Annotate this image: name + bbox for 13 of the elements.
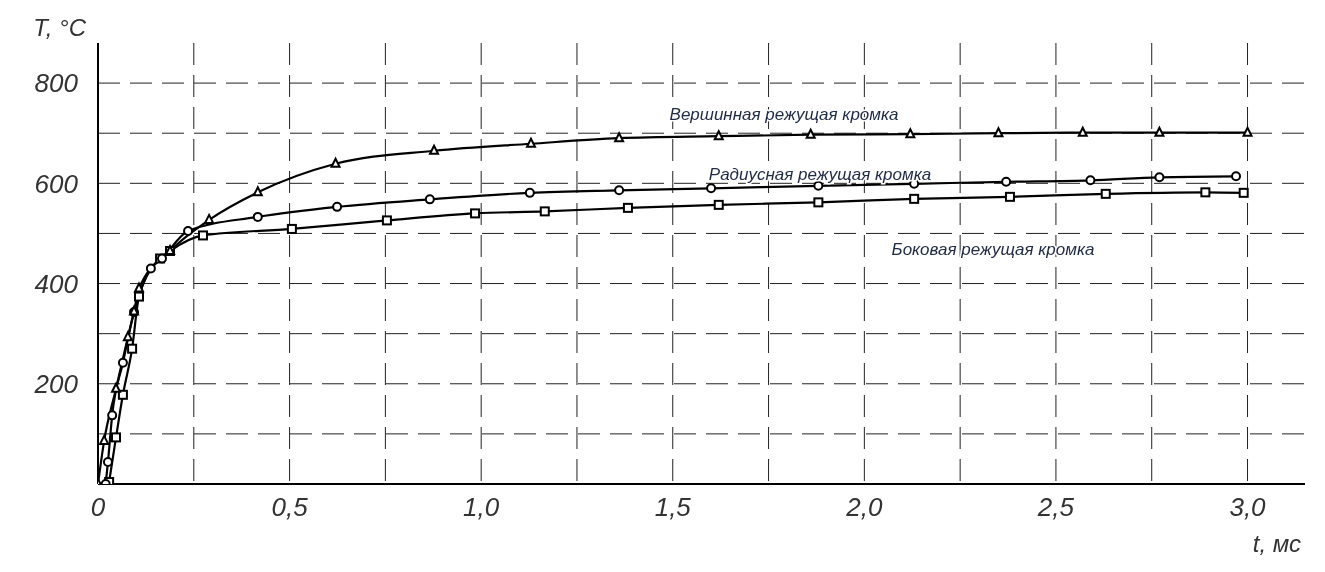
x-tick-label: 1,5 <box>654 492 692 523</box>
y-tick-label: 800 <box>34 68 79 99</box>
x-tick-label: 3,0 <box>1229 492 1267 523</box>
x-tick-label: 2,0 <box>845 492 883 523</box>
x-tick-label: 1,0 <box>463 492 500 523</box>
x-tick-label: 0,5 <box>271 492 309 523</box>
x-tick-label: 2,5 <box>1036 492 1075 523</box>
y-axis-title: T, °C <box>33 14 87 41</box>
y-tick-label: 400 <box>34 268 79 299</box>
x-axis-title: t, мс <box>1252 530 1301 557</box>
y-tick-label: 200 <box>33 369 79 399</box>
y-tick-label: 600 <box>34 168 79 199</box>
x-tick-label: 0 <box>90 492 106 523</box>
